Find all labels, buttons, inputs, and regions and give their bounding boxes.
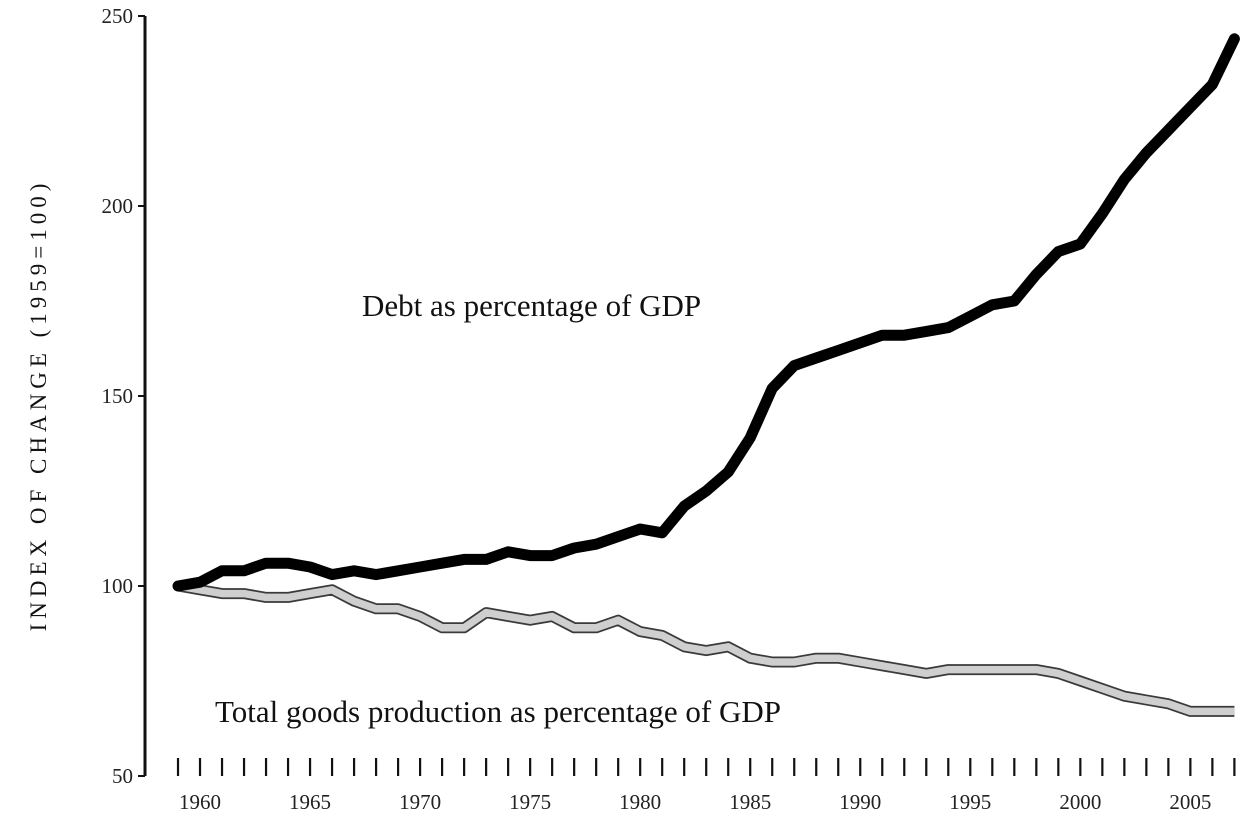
series-layer [172,33,1240,717]
debt-series-label: Debt as percentage of GDP [362,288,701,323]
x-tick-label: 1985 [729,790,771,814]
x-tick-label: 1975 [509,790,551,814]
x-tick-label: 1970 [399,790,441,814]
x-tick-label: 1990 [839,790,881,814]
y-tick-label: 250 [102,4,134,28]
x-tick-label: 1995 [949,790,991,814]
y-tick-label: 50 [112,764,133,788]
goods-series-line [177,582,1235,716]
x-ticks: 1960 1965 1970 1975 1980 1985 1990 1995 2000 2005 [176,758,1236,814]
x-tick-label: 1965 [289,790,331,814]
y-axis-title: INDEX OF CHANGE (1959=100) [26,179,51,632]
y-tick-label: 200 [102,194,134,218]
x-tick-label: 2000 [1059,790,1101,814]
y-ticks: 50 100 150 200 250 [102,4,145,788]
debt-series-line [172,33,1240,592]
goods-series-label: Total goods production as percentage of … [215,694,781,729]
y-tick-label: 100 [102,574,134,598]
x-tick-label: 2005 [1169,790,1211,814]
x-tick-label: 1980 [619,790,661,814]
y-tick-label: 150 [102,384,134,408]
x-tick-label: 1960 [179,790,221,814]
label-layer: Debt as percentage of GDP Total goods pr… [215,288,781,729]
